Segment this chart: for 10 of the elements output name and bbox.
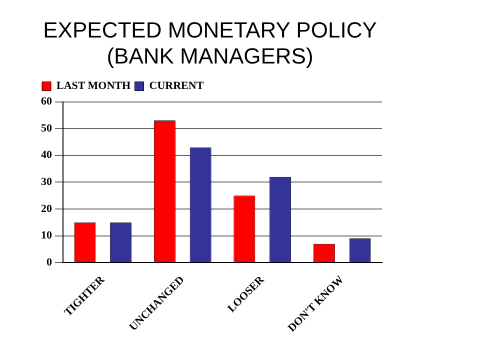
y-tick-label: 50	[41, 122, 52, 134]
y-tick-label: 30	[41, 176, 52, 188]
y-tick-label: 0	[46, 256, 52, 268]
y-tick-label: 10	[41, 230, 52, 242]
y-tick-label: 60	[41, 96, 52, 108]
y-tick-label: 40	[41, 149, 52, 162]
legend-label: CURRENT	[149, 80, 204, 92]
legend-label: LAST MONTH	[56, 80, 132, 92]
chart-title: EXPECTED MONETARY POLICY (BANK MANAGERS)	[43, 17, 378, 69]
y-tick-label: 20	[41, 202, 52, 215]
